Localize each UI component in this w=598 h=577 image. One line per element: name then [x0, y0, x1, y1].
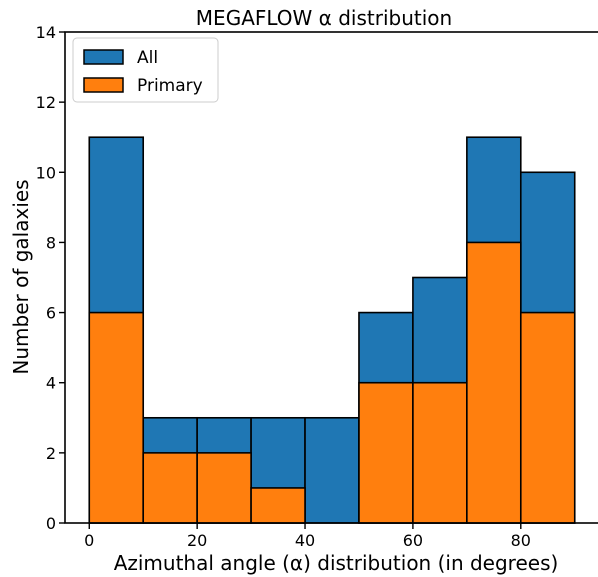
bar-primary-0-10: [88, 311, 145, 524]
x-axis-label: Azimuthal angle (α) distribution (in deg…: [114, 551, 559, 575]
x-tick-label: 80: [511, 531, 531, 550]
y-tick-label: 4: [46, 374, 56, 393]
y-axis-label: Number of galaxies: [9, 179, 33, 374]
bar-primary-30-40: [250, 487, 306, 524]
legend-swatch-primary: [83, 77, 124, 93]
bar-primary-10-20: [142, 452, 198, 524]
bar-primary-20-30: [196, 452, 252, 524]
y-tick-label: 6: [46, 304, 56, 323]
y-tick-label: 14: [36, 23, 56, 42]
bar-primary-70-80: [466, 241, 522, 524]
legend-swatch-all: [83, 49, 124, 65]
bars-group: [88, 136, 576, 524]
legend-label-primary: Primary: [137, 76, 203, 96]
y-ticks: 0 2 4 6 8 10 12 14: [36, 23, 65, 533]
x-tick-label: 40: [295, 531, 315, 550]
x-tick-label: 60: [403, 531, 423, 550]
plot-frame: [64, 31, 598, 524]
bar-primary-50-60: [358, 381, 414, 524]
y-tick-label: 2: [46, 444, 56, 463]
chart-title: MEGAFLOW α distribution: [196, 6, 452, 30]
y-tick-label: 0: [46, 514, 56, 533]
y-tick-label: 10: [36, 163, 56, 182]
x-tick-label: 0: [84, 531, 94, 550]
bar-all-40-50: [304, 416, 360, 524]
legend: All Primary: [72, 37, 219, 103]
y-tick-label: 8: [46, 233, 56, 252]
bar-primary-80-90: [519, 311, 576, 524]
legend-label-all: All: [137, 48, 158, 68]
x-ticks: 0 20 40 60 80: [84, 523, 531, 550]
y-tick-label: 12: [36, 93, 56, 112]
bar-primary-60-70: [412, 381, 468, 524]
x-tick-label: 20: [187, 531, 207, 550]
